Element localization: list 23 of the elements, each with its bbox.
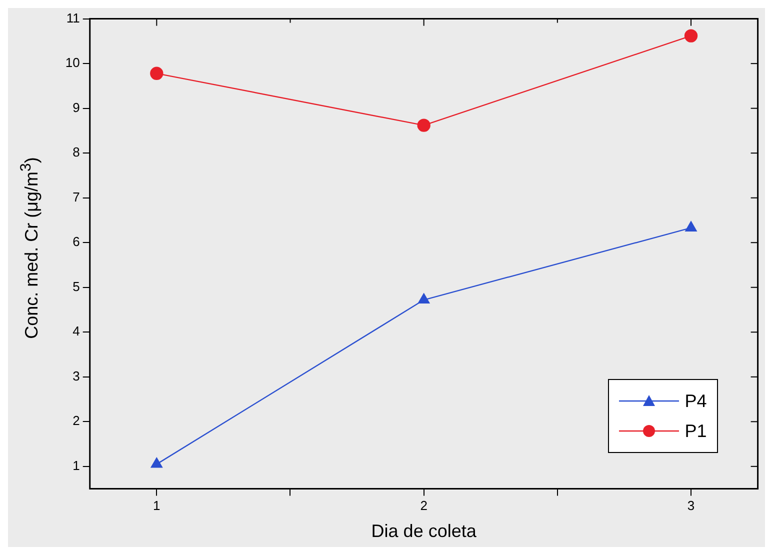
x-axis-title: Dia de coleta bbox=[371, 521, 478, 542]
y-tick-label: 2 bbox=[72, 413, 80, 428]
y-tick-label: 9 bbox=[72, 100, 80, 115]
point bbox=[418, 293, 430, 304]
y-tick-label: 10 bbox=[65, 55, 80, 70]
legend-label: P4 bbox=[684, 390, 707, 413]
point bbox=[685, 221, 697, 232]
y-tick-label: 1 bbox=[72, 458, 80, 473]
y-tick-label: 5 bbox=[72, 278, 80, 294]
legend-label: P1 bbox=[684, 420, 707, 443]
y-tick-label: 11 bbox=[66, 10, 80, 26]
x-tick-label: 1 bbox=[153, 498, 160, 514]
y-tick-label: 8 bbox=[72, 144, 80, 160]
y-tick-label: 6 bbox=[72, 234, 80, 250]
y-tick-label: 7 bbox=[72, 189, 80, 204]
point bbox=[417, 118, 430, 132]
point bbox=[684, 29, 698, 42]
x-tick-label: 3 bbox=[687, 498, 695, 514]
y-tick-label: 3 bbox=[72, 368, 80, 384]
x-tick-label: 2 bbox=[420, 498, 428, 514]
point bbox=[150, 458, 162, 468]
point bbox=[150, 66, 164, 80]
y-tick-label: 4 bbox=[72, 324, 80, 339]
